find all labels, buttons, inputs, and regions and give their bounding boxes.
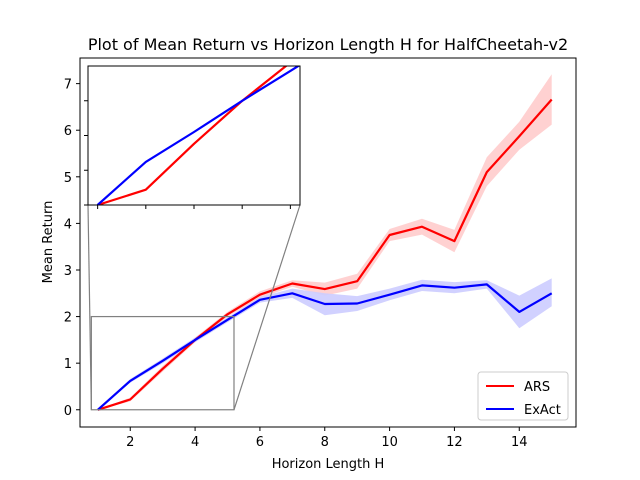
- x-tick-label: 2: [126, 435, 134, 450]
- legend-label-ars: ARS: [524, 380, 550, 395]
- chart-title: Plot of Mean Return vs Horizon Length H …: [88, 35, 568, 54]
- series-line-exact: [97, 283, 553, 411]
- y-axis-label: Mean Return: [41, 201, 56, 284]
- y-tick-label: 0: [64, 404, 72, 419]
- y-tick-label: 2: [64, 311, 72, 326]
- y-tick-label: 3: [64, 264, 72, 279]
- y-tick-label: 1: [64, 357, 72, 372]
- legend-label-exact: ExAct: [524, 403, 561, 418]
- inset-lines: [96, 66, 300, 205]
- x-axis-ticks: 2 4 6 8 10 12 14: [126, 427, 528, 450]
- zoom-connector-left: [87, 204, 92, 410]
- zoom-connector-right: [233, 204, 301, 410]
- legend: ARS ExAct: [477, 371, 569, 421]
- x-axis-label: Horizon Length H: [272, 457, 385, 472]
- plot-area-frame: [79, 57, 577, 428]
- series-line-ars: [97, 98, 553, 411]
- y-axis-ticks: 0 1 2 3 4 5 6 7: [64, 78, 80, 419]
- y-tick-label: 4: [64, 217, 72, 232]
- zoom-indicator: [87, 204, 301, 411]
- x-tick-label: 14: [511, 435, 528, 450]
- series-lines: [97, 98, 553, 411]
- zoom-region-box: [90, 315, 235, 411]
- inset-line-exact: [96, 66, 300, 205]
- x-tick-label: 10: [381, 435, 398, 450]
- x-tick-label: 12: [446, 435, 463, 450]
- y-tick-label: 6: [64, 124, 72, 139]
- x-tick-label: 4: [191, 435, 199, 450]
- y-tick-label: 5: [64, 171, 72, 186]
- inset-line-ars: [97, 66, 288, 205]
- x-tick-label: 6: [256, 435, 264, 450]
- y-tick-label: 7: [64, 78, 72, 93]
- x-tick-label: 8: [321, 435, 329, 450]
